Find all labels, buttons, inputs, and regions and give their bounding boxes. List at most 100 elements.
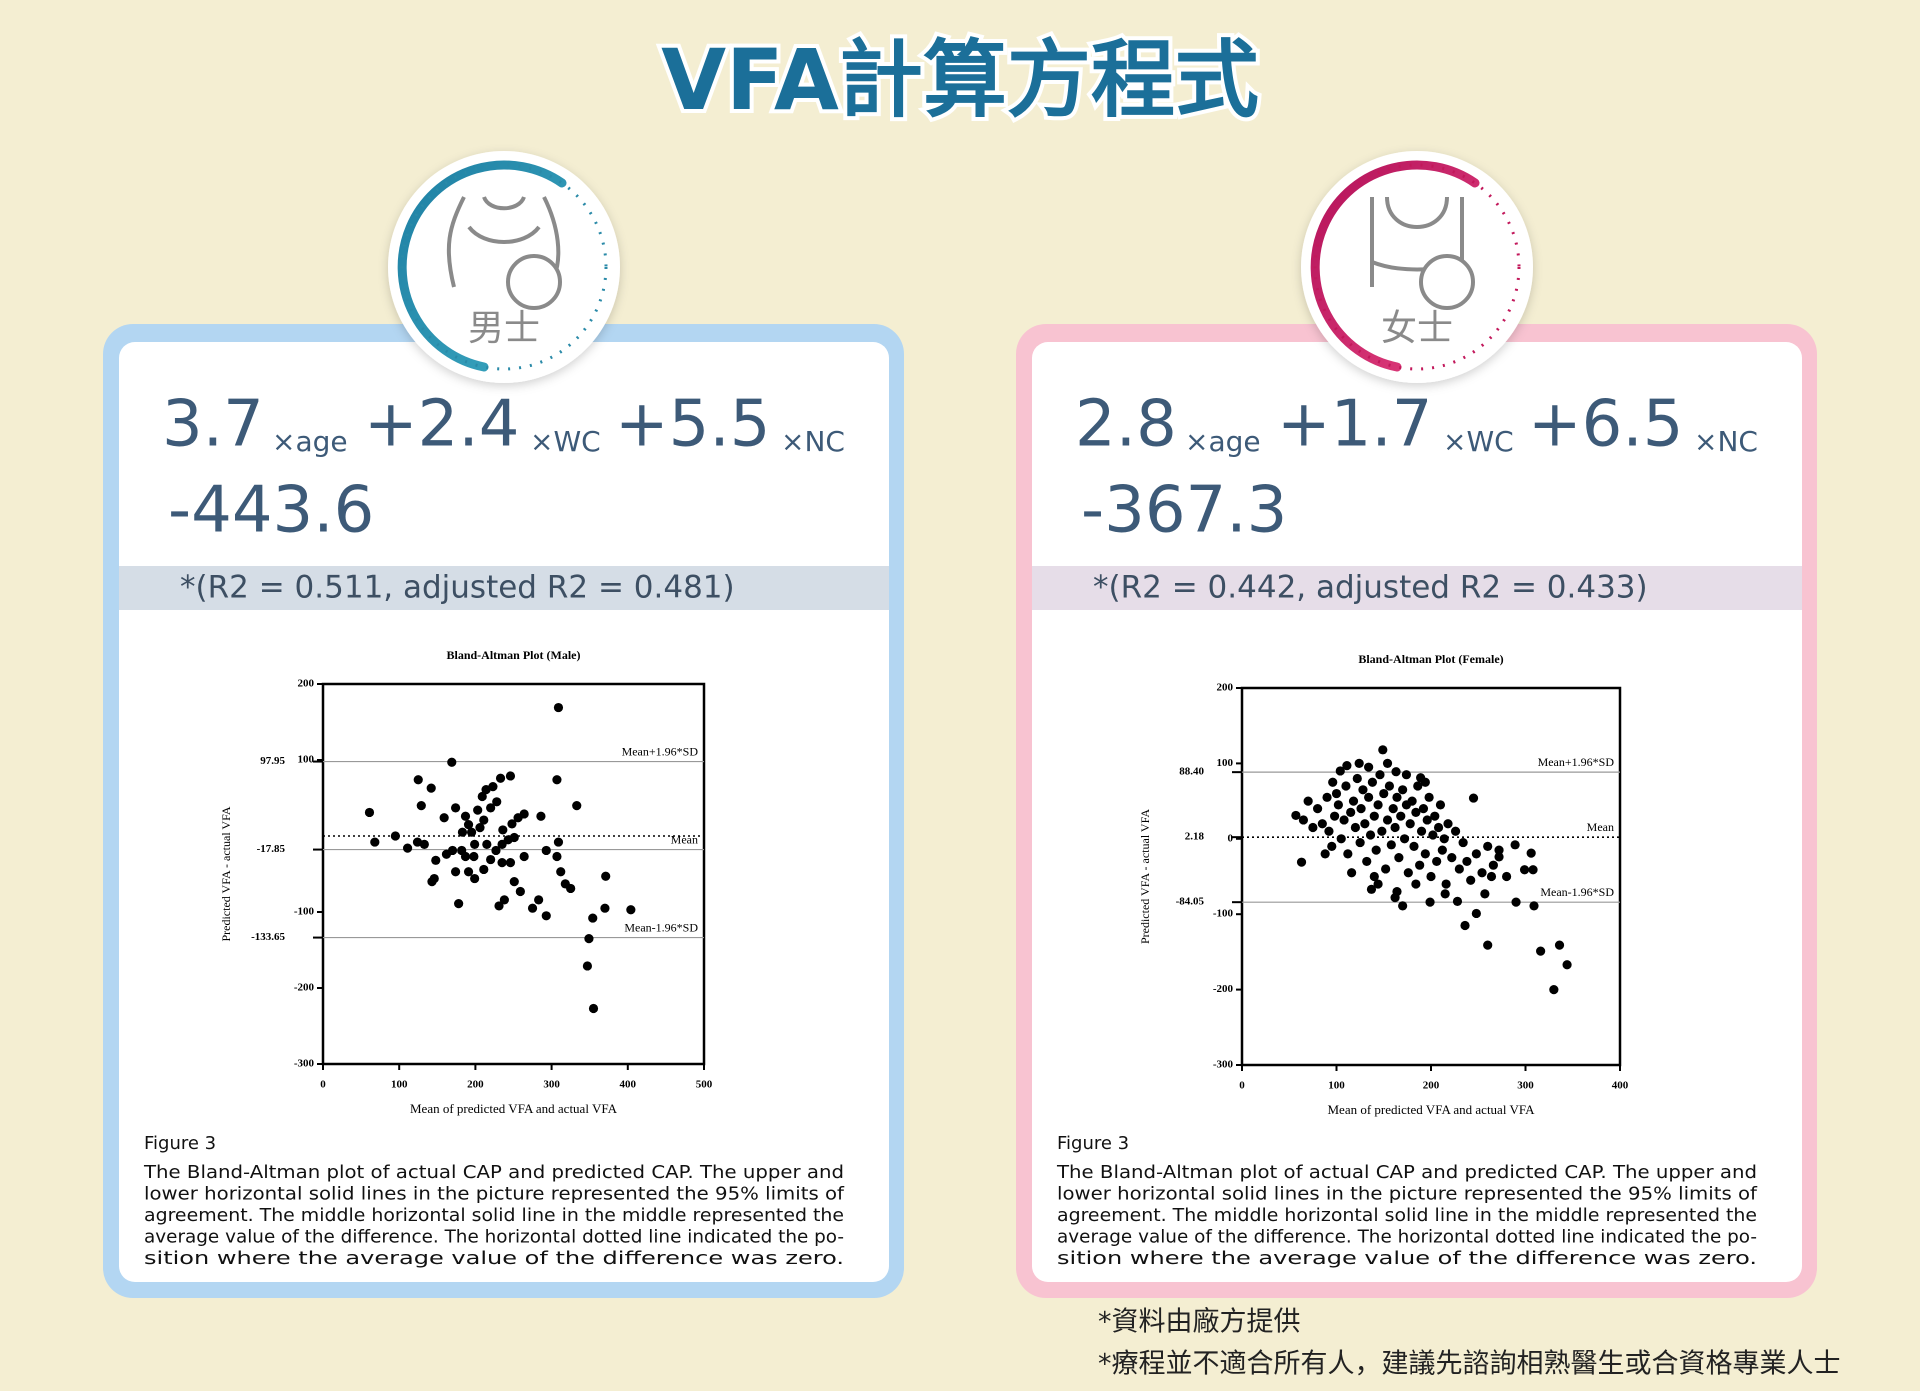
point xyxy=(1411,879,1421,889)
point xyxy=(463,867,474,877)
caption-line: The Bland-Altman plot of actual CAP and … xyxy=(143,1162,844,1183)
point xyxy=(1510,840,1520,850)
formula-var: ×NC xyxy=(781,425,845,458)
point xyxy=(1432,856,1442,867)
point xyxy=(1488,860,1498,870)
stats: *(R2 = 0.511, adjusted R2 = 0.481) xyxy=(180,570,735,606)
footnote: *療程並不適合所有人，建議先諮詢相熟醫生或合資格專業人士 xyxy=(1098,1349,1841,1380)
point xyxy=(1391,767,1401,777)
x-tick-label: 100 xyxy=(391,1079,408,1091)
reference-name: Mean-1.96*SD xyxy=(624,920,698,934)
badge-label: 男士 xyxy=(468,308,540,349)
y-tick-label: 200 xyxy=(298,678,315,690)
point xyxy=(1333,800,1343,810)
formula-var: ×WC xyxy=(530,425,601,458)
point xyxy=(1331,788,1342,799)
point xyxy=(1322,792,1332,802)
formula-coef: +2.4 xyxy=(364,388,519,462)
point xyxy=(1367,777,1378,787)
point xyxy=(364,807,375,818)
point xyxy=(536,811,546,821)
point xyxy=(466,827,477,837)
point xyxy=(1460,920,1470,931)
point xyxy=(1447,853,1457,863)
caption-line: The Bland-Altman plot of actual CAP and … xyxy=(1056,1162,1757,1183)
point xyxy=(427,877,437,887)
point xyxy=(519,851,529,862)
formula-coef: +1.7 xyxy=(1277,388,1432,462)
caption-line: lower horizontal solid lines in the pict… xyxy=(1057,1184,1758,1205)
point xyxy=(1416,826,1427,836)
point xyxy=(1466,875,1476,885)
point xyxy=(1430,811,1440,821)
caption-line: agreement. The middle horizontal solid l… xyxy=(1057,1205,1757,1226)
point xyxy=(1562,960,1572,970)
caption-line: sition where the average value of the di… xyxy=(144,1248,844,1269)
point xyxy=(626,905,636,915)
y-axis-label: Predicted VFA - actual VFA xyxy=(1138,809,1152,944)
reference-name: Mean xyxy=(1587,820,1614,834)
point xyxy=(450,867,461,877)
point xyxy=(1354,758,1364,769)
x-axis-label: Mean of predicted VFA and actual VFA xyxy=(1328,1102,1536,1117)
point xyxy=(1554,940,1565,950)
point xyxy=(541,845,551,856)
point xyxy=(1422,815,1432,825)
figure-label: Figure 3 xyxy=(144,1133,216,1154)
point xyxy=(370,837,380,847)
point xyxy=(1303,796,1313,806)
reference-value-label: 97.95 xyxy=(260,755,285,767)
point xyxy=(1330,811,1340,821)
y-tick-label: -200 xyxy=(1213,983,1234,995)
point xyxy=(541,911,551,921)
reference-value-label: -17.85 xyxy=(257,843,286,855)
point xyxy=(553,837,564,847)
point xyxy=(1528,865,1538,875)
point xyxy=(492,797,502,807)
badge-ticks xyxy=(400,163,608,371)
point xyxy=(1454,864,1464,874)
point xyxy=(1526,848,1536,858)
point xyxy=(450,803,461,813)
chart-title: Bland-Altman Plot (Male) xyxy=(447,648,581,662)
x-tick-label: 400 xyxy=(620,1079,637,1091)
point xyxy=(1320,849,1330,859)
point xyxy=(1396,811,1406,821)
point xyxy=(1346,807,1356,818)
formula-var: ×age xyxy=(1185,425,1261,458)
point xyxy=(416,801,426,811)
point xyxy=(1471,849,1481,859)
point xyxy=(473,805,483,815)
point xyxy=(470,839,480,849)
formula-coef: +6.5 xyxy=(1528,388,1683,462)
point xyxy=(1350,822,1360,833)
x-tick-label: 300 xyxy=(543,1079,560,1091)
point xyxy=(1418,804,1429,814)
reference-value-label: 2.18 xyxy=(1185,831,1205,843)
point xyxy=(402,843,413,853)
point xyxy=(1519,865,1530,875)
point xyxy=(479,864,489,875)
point xyxy=(1390,822,1400,833)
point xyxy=(588,1003,599,1014)
point xyxy=(1511,897,1521,907)
point xyxy=(1426,871,1436,882)
point xyxy=(1411,807,1421,818)
point xyxy=(505,858,516,868)
point xyxy=(1536,946,1546,956)
footnote: *資料由廠方提供 xyxy=(1098,1307,1301,1338)
point xyxy=(498,825,508,835)
point xyxy=(390,831,400,841)
point xyxy=(1347,868,1357,878)
badge-label: 女士 xyxy=(1381,308,1453,349)
caption-line: lower horizontal solid lines in the pict… xyxy=(144,1184,845,1205)
formula-var: ×age xyxy=(272,425,348,458)
point xyxy=(439,813,449,823)
point xyxy=(1483,940,1493,950)
formula-coef: 2.8 xyxy=(1075,388,1177,462)
badge-ticks xyxy=(1313,163,1521,371)
point xyxy=(481,785,491,795)
point xyxy=(1529,901,1539,911)
point xyxy=(1317,819,1327,829)
point xyxy=(1341,781,1351,791)
